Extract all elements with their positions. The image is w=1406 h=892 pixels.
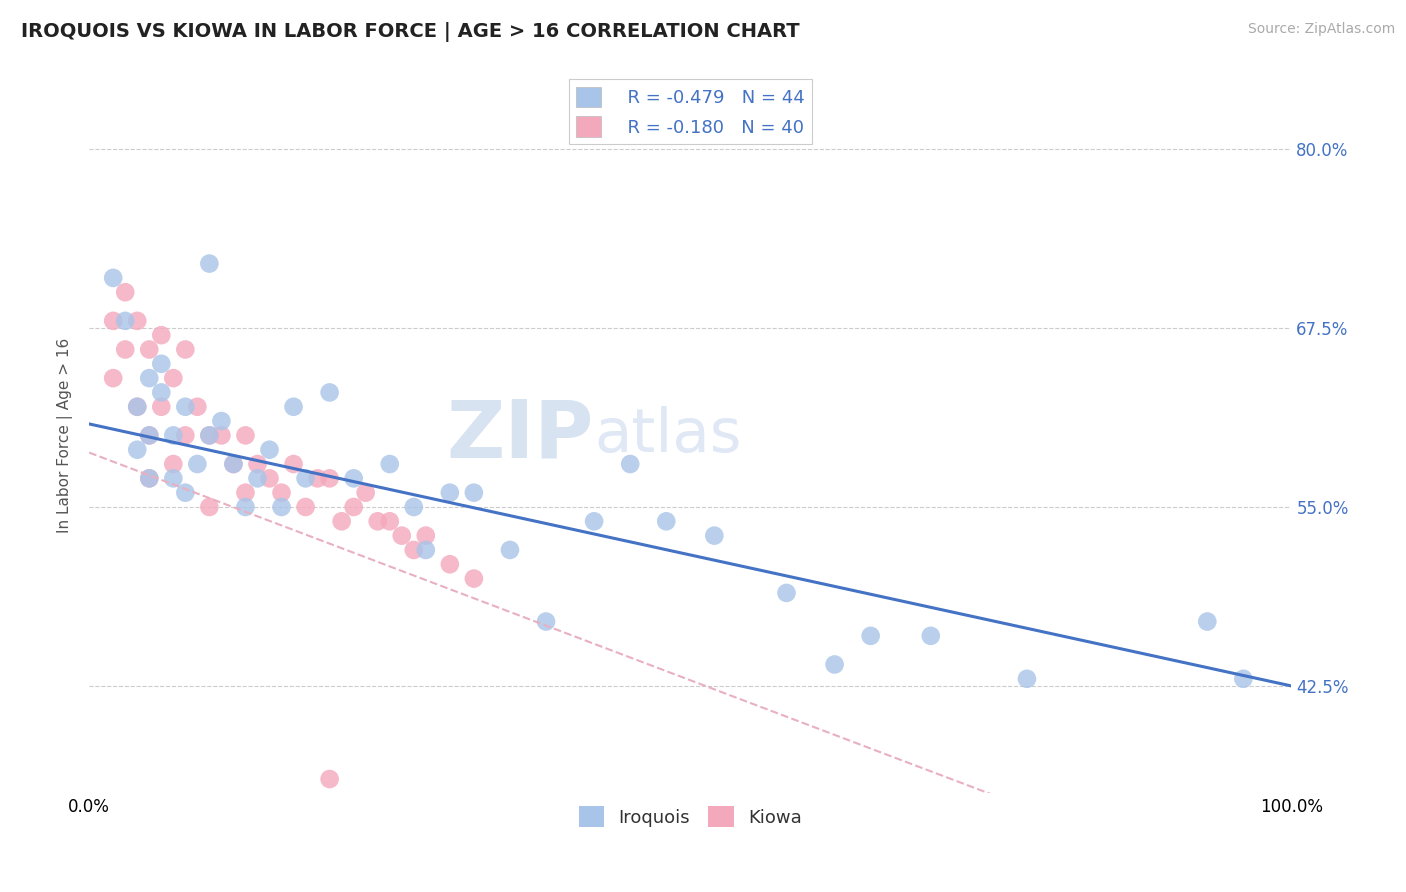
Point [259,471,281,485]
Point [127,400,149,414]
Point [294,471,316,485]
Point [138,343,160,357]
Point [103,271,125,285]
Point [114,285,136,300]
Point [499,543,522,558]
Point [270,485,292,500]
Point [703,528,725,542]
Point [235,428,257,442]
Y-axis label: In Labor Force | Age > 16: In Labor Force | Age > 16 [58,338,73,533]
Point [209,414,232,428]
Point [162,428,184,442]
Point [235,485,257,500]
Point [222,457,245,471]
Text: atlas: atlas [595,406,741,465]
Point [283,400,305,414]
Point [415,543,437,558]
Point [378,457,401,471]
Point [174,428,197,442]
Point [174,485,197,500]
Point [162,471,184,485]
Point [283,457,305,471]
Point [294,500,316,514]
Point [330,514,353,528]
Point [174,400,197,414]
Point [138,428,160,442]
Point [162,371,184,385]
Point [463,572,485,586]
Point [402,543,425,558]
Point [103,314,125,328]
Point [378,514,401,528]
Point [127,400,149,414]
Point [127,442,149,457]
Point [859,629,882,643]
Point [246,457,269,471]
Point [270,500,292,514]
Point [619,457,641,471]
Point [150,400,173,414]
Point [150,385,173,400]
Point [1232,672,1254,686]
Point [318,772,340,786]
Point [439,485,461,500]
Point [198,428,221,442]
Point [354,485,377,500]
Point [127,314,149,328]
Point [920,629,942,643]
Point [138,471,160,485]
Point [138,371,160,385]
Point [138,471,160,485]
Point [114,343,136,357]
Point [186,457,208,471]
Point [222,457,245,471]
Point [391,528,413,542]
Point [534,615,557,629]
Point [103,371,125,385]
Point [138,428,160,442]
Point [318,471,340,485]
Point [1015,672,1038,686]
Text: ZIP: ZIP [447,396,595,475]
Point [463,485,485,500]
Point [307,471,329,485]
Point [583,514,606,528]
Point [775,586,797,600]
Point [114,314,136,328]
Point [150,328,173,343]
Point [367,514,389,528]
Point [655,514,678,528]
Point [235,500,257,514]
Point [198,428,221,442]
Point [402,500,425,514]
Legend: Iroquois, Kiowa: Iroquois, Kiowa [572,799,808,834]
Point [162,457,184,471]
Point [343,471,366,485]
Point [343,500,366,514]
Text: Source: ZipAtlas.com: Source: ZipAtlas.com [1247,22,1395,37]
Point [150,357,173,371]
Point [415,528,437,542]
Point [186,400,208,414]
Text: IROQUOIS VS KIOWA IN LABOR FORCE | AGE > 16 CORRELATION CHART: IROQUOIS VS KIOWA IN LABOR FORCE | AGE >… [21,22,800,42]
Point [198,500,221,514]
Point [824,657,846,672]
Point [209,428,232,442]
Point [174,343,197,357]
Point [318,385,340,400]
Point [439,558,461,572]
Point [1197,615,1219,629]
Point [198,256,221,270]
Point [259,442,281,457]
Point [246,471,269,485]
